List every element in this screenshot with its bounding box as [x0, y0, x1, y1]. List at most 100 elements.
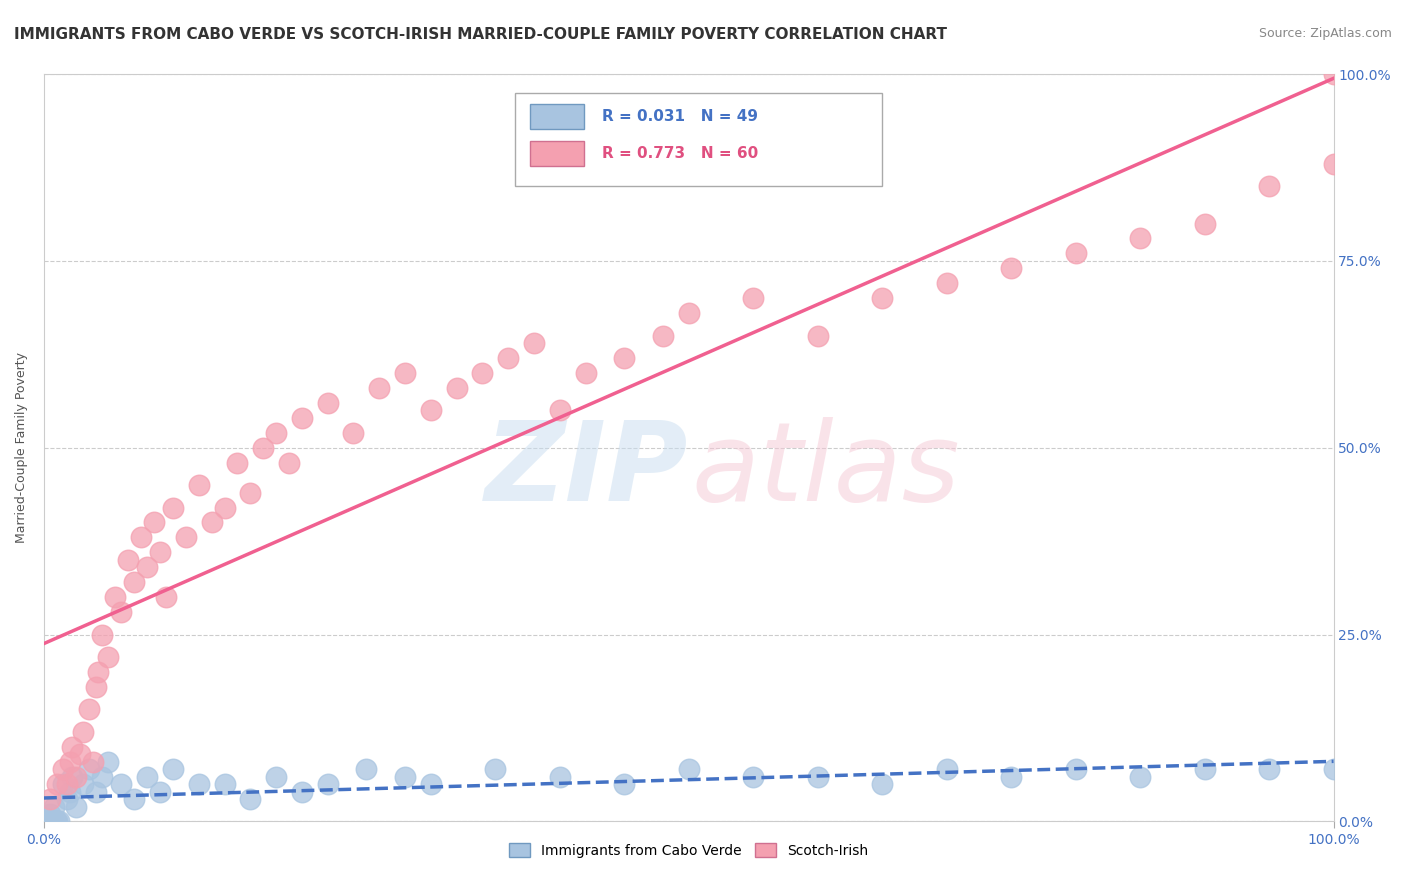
Point [394, 366, 416, 380]
Point [807, 328, 830, 343]
FancyBboxPatch shape [530, 141, 585, 166]
Point [122, 575, 145, 590]
Point [264, 425, 287, 440]
Point [613, 351, 636, 365]
Point [65, 770, 87, 784]
Point [548, 770, 571, 784]
Point [35, 814, 58, 829]
Point [496, 351, 519, 365]
Point [291, 410, 314, 425]
Legend: Immigrants from Cabo Verde, Scotch-Irish: Immigrants from Cabo Verde, Scotch-Irish [503, 838, 875, 863]
Point [110, 605, 132, 619]
Point [122, 792, 145, 806]
Point [91, 627, 114, 641]
Point [548, 403, 571, 417]
Text: Source: ZipAtlas.com: Source: ZipAtlas.com [1258, 27, 1392, 40]
Point [77, 702, 100, 716]
Point [59, 784, 82, 798]
Point [742, 770, 765, 784]
Point [523, 336, 546, 351]
Point [41, 814, 63, 829]
Point [72, 777, 94, 791]
Point [44, 799, 66, 814]
Point [742, 291, 765, 305]
Point [1258, 179, 1281, 194]
Point [174, 531, 197, 545]
Point [419, 403, 441, 417]
Point [1322, 67, 1344, 81]
Point [368, 381, 391, 395]
Point [214, 777, 236, 791]
Point [446, 381, 468, 395]
Point [52, 762, 75, 776]
Point [935, 277, 957, 291]
Point [1000, 261, 1022, 276]
Point [142, 516, 165, 530]
Point [60, 770, 83, 784]
Point [678, 306, 700, 320]
Point [1322, 762, 1344, 776]
Point [1322, 157, 1344, 171]
Point [69, 747, 91, 762]
Point [48, 814, 70, 829]
Point [39, 807, 62, 822]
Point [42, 814, 65, 829]
Point [60, 739, 83, 754]
Point [117, 553, 139, 567]
Point [136, 560, 159, 574]
Point [613, 777, 636, 791]
Point [162, 762, 184, 776]
Point [278, 456, 301, 470]
Point [1129, 231, 1152, 245]
Point [162, 500, 184, 515]
Point [37, 814, 59, 829]
Point [149, 784, 172, 798]
Point [56, 777, 79, 791]
Point [1258, 762, 1281, 776]
Point [1194, 762, 1216, 776]
Point [45, 814, 67, 829]
Point [56, 792, 79, 806]
Point [419, 777, 441, 791]
Text: R = 0.031   N = 49: R = 0.031 N = 49 [602, 109, 758, 124]
Point [136, 770, 159, 784]
Point [316, 396, 339, 410]
Point [214, 500, 236, 515]
Point [45, 814, 67, 829]
Y-axis label: Married-Couple Family Poverty: Married-Couple Family Poverty [15, 352, 28, 543]
FancyBboxPatch shape [515, 93, 882, 186]
Point [484, 762, 506, 776]
Point [264, 770, 287, 784]
Point [870, 291, 893, 305]
Point [342, 425, 364, 440]
Point [1129, 770, 1152, 784]
Text: R = 0.773   N = 60: R = 0.773 N = 60 [602, 146, 759, 161]
Point [87, 665, 110, 679]
Point [155, 591, 177, 605]
Point [935, 762, 957, 776]
Point [226, 456, 249, 470]
Point [356, 762, 378, 776]
Point [91, 770, 114, 784]
Point [316, 777, 339, 791]
Point [394, 770, 416, 784]
Point [149, 545, 172, 559]
Point [291, 784, 314, 798]
Point [39, 792, 62, 806]
Point [678, 762, 700, 776]
Point [38, 814, 60, 829]
Point [45, 777, 67, 791]
Point [97, 650, 120, 665]
Point [187, 478, 209, 492]
Text: atlas: atlas [692, 417, 960, 524]
Point [652, 328, 675, 343]
Point [239, 485, 262, 500]
Point [34, 814, 56, 829]
Point [1064, 762, 1087, 776]
Point [97, 755, 120, 769]
Point [239, 792, 262, 806]
Point [84, 784, 107, 798]
Point [110, 777, 132, 791]
Point [187, 777, 209, 791]
Point [1000, 770, 1022, 784]
